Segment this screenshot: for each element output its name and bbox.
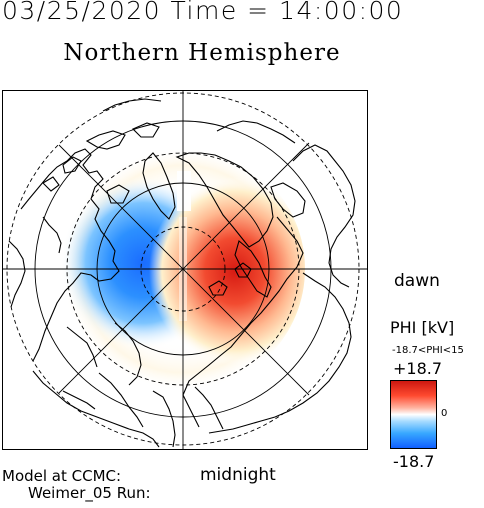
colorbar	[390, 380, 437, 449]
colorbar-min-label: -18.7	[393, 452, 435, 471]
dawn-cell	[149, 177, 305, 365]
midnight-label: midnight	[200, 465, 276, 485]
colorbar-range: -18.7<PHI<15	[392, 345, 464, 356]
polar-plot	[2, 90, 368, 450]
meridian-line	[58, 142, 310, 394]
dawn-label: dawn	[394, 271, 440, 291]
meridian-line	[58, 144, 310, 396]
model-label: Model at CCMC:	[2, 467, 122, 485]
plot-title: Northern Hemisphere	[63, 40, 341, 66]
run-label: Weimer_05 Run:	[28, 484, 151, 502]
colorbar-max-label: +18.7	[393, 359, 443, 378]
timestamp: 03/25/2020 Time = 14:00:00	[2, 0, 404, 25]
graticule	[3, 91, 367, 449]
colorbar-zero-label: 0	[441, 408, 448, 419]
colorbar-title: PHI [kV]	[390, 318, 455, 337]
polar-map	[3, 91, 367, 449]
coastlines	[8, 98, 356, 448]
